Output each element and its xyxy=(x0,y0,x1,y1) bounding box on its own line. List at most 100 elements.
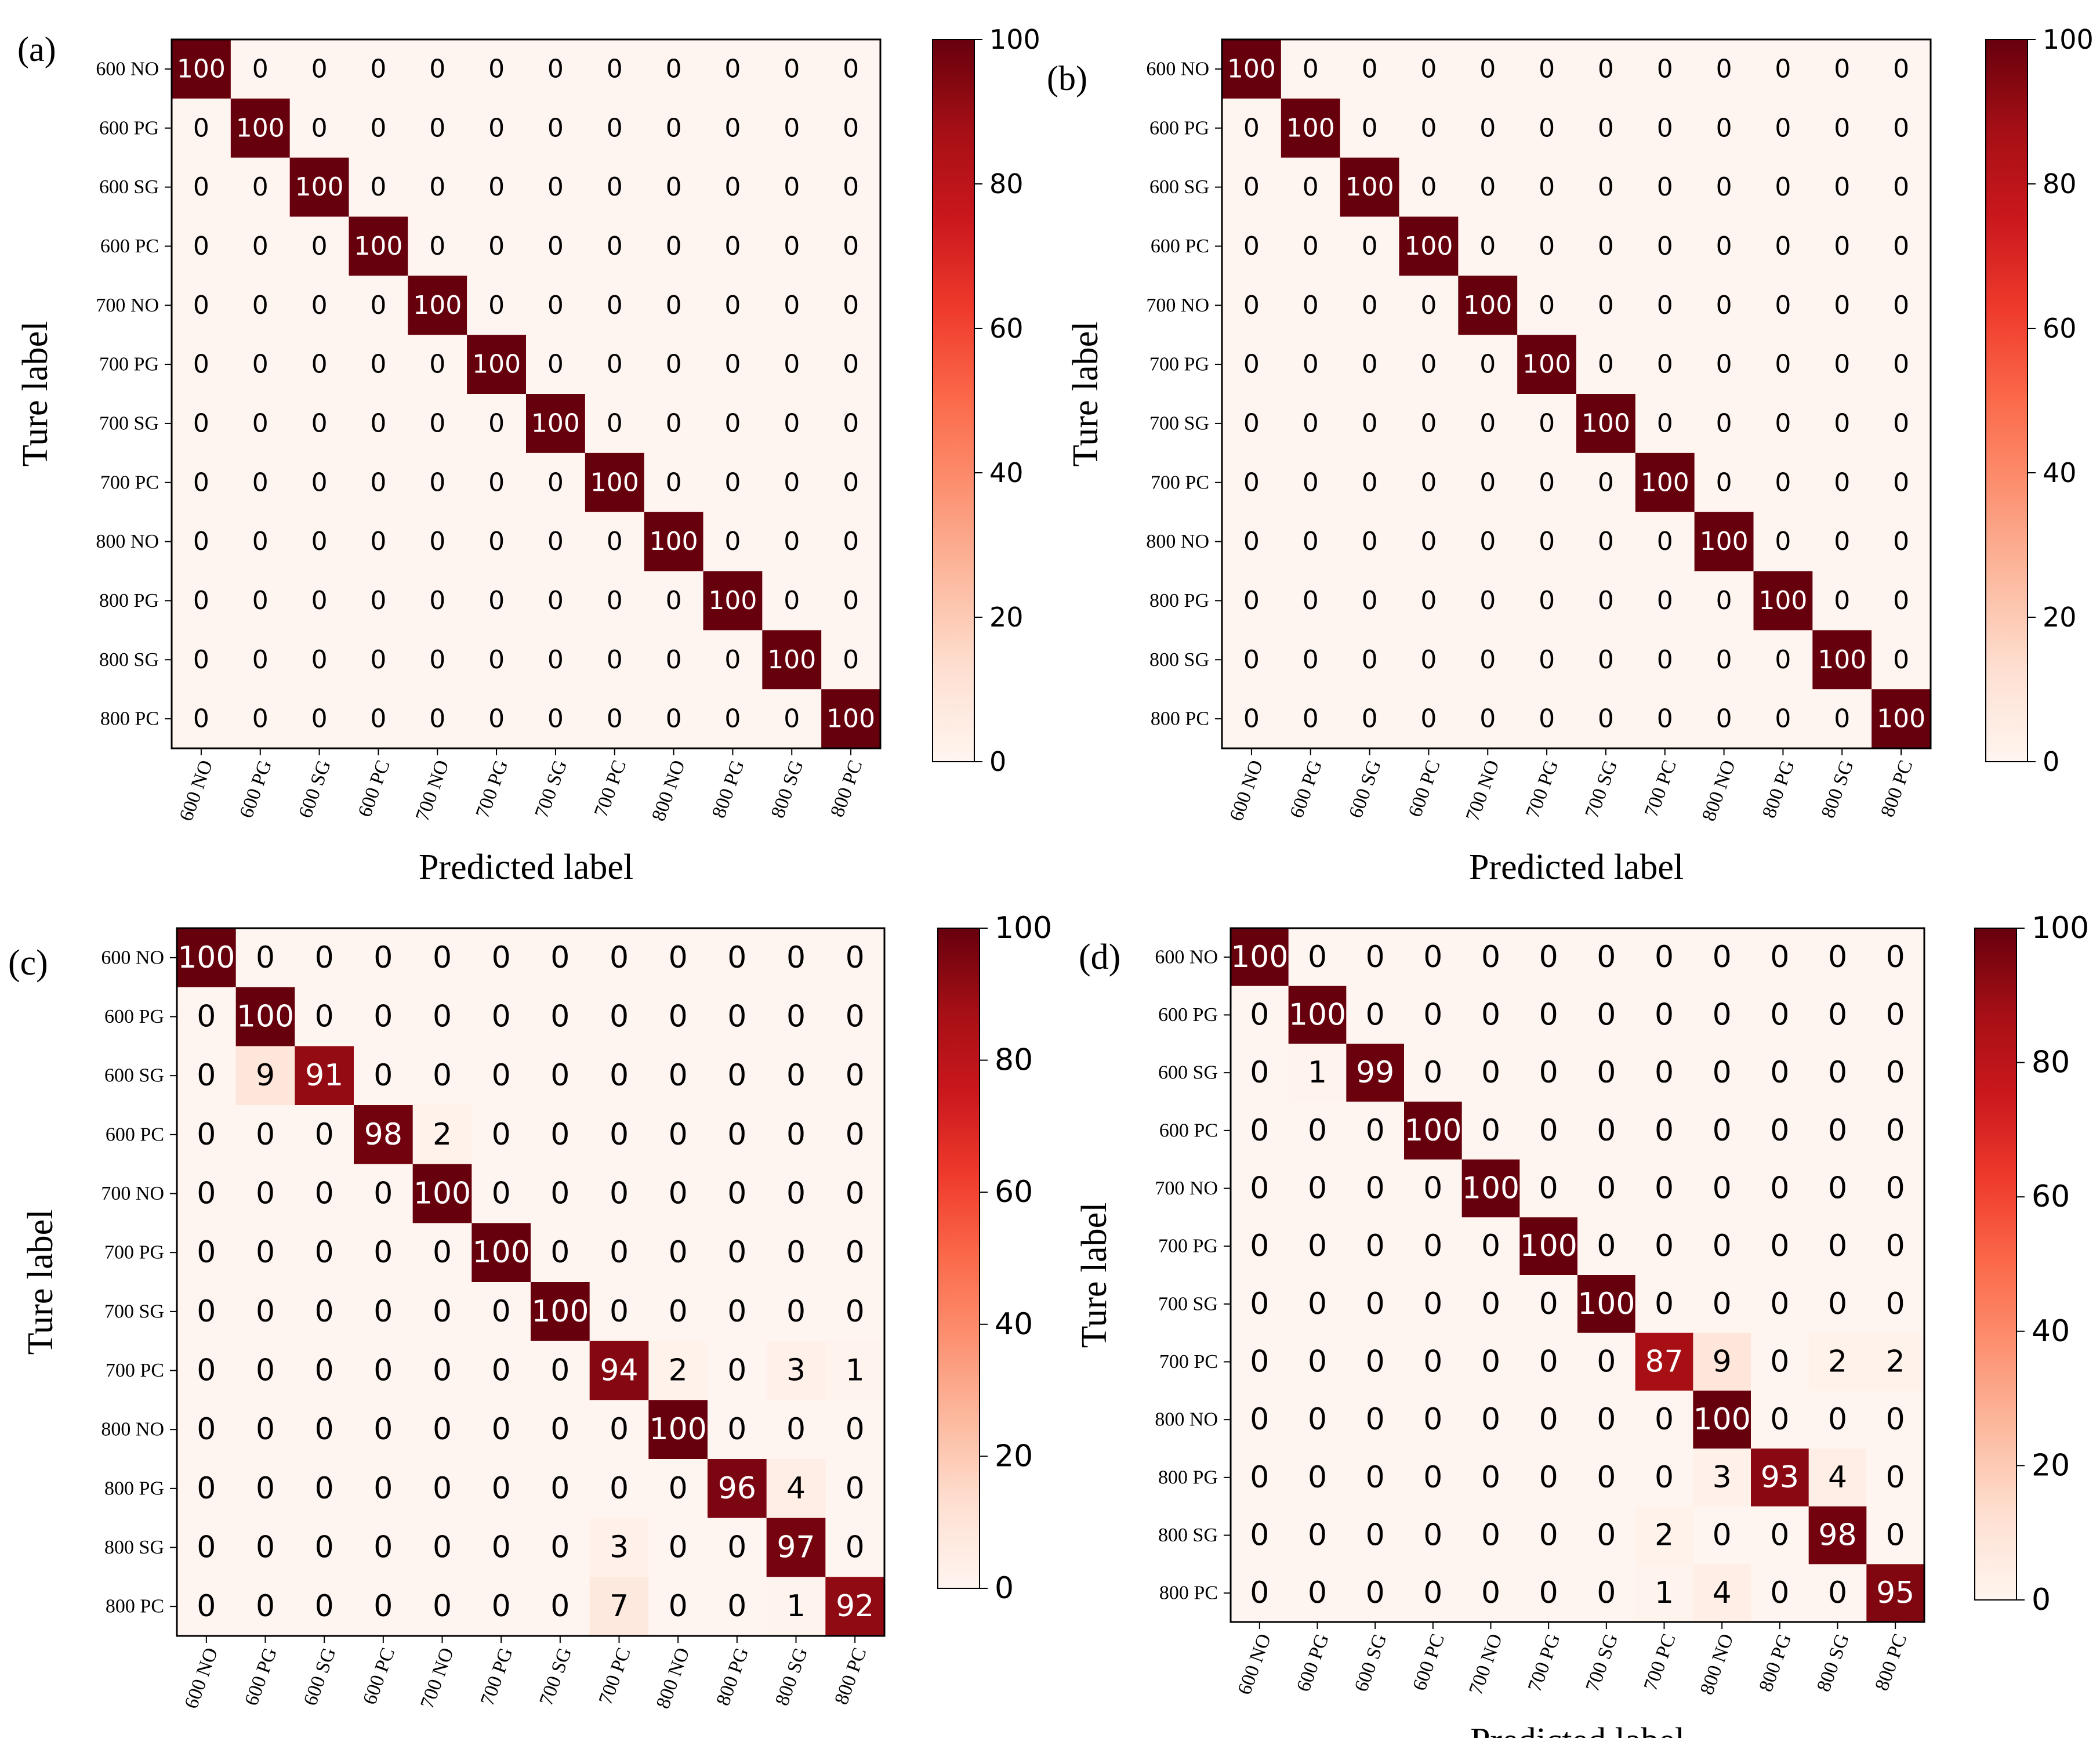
heatmap-cell xyxy=(1866,986,1925,1044)
x-tick-label: 800 NO xyxy=(1696,1631,1738,1698)
heatmap-cell xyxy=(585,630,645,690)
cell-value-label: 0 xyxy=(846,940,865,975)
heatmap-cell xyxy=(589,1400,649,1460)
heatmap-cell xyxy=(289,276,349,335)
cell-value-label: 0 xyxy=(846,1294,865,1329)
heatmap-cell xyxy=(408,571,467,631)
heatmap-cell xyxy=(1577,1044,1636,1102)
cell-value-label: 0 xyxy=(666,350,682,379)
heatmap-cell xyxy=(1635,1333,1693,1391)
heatmap-cell xyxy=(1577,928,1636,987)
heatmap-cell xyxy=(354,1459,414,1519)
heatmap-cell xyxy=(1519,1102,1578,1160)
heatmap-cell xyxy=(1281,335,1341,394)
cell-value-label: 0 xyxy=(370,408,386,438)
heatmap-cell xyxy=(825,1341,885,1400)
heatmap-cell xyxy=(349,98,408,158)
heatmap-cell xyxy=(349,216,408,276)
cell-value-label: 0 xyxy=(1250,998,1269,1033)
cell-value-label: 0 xyxy=(1834,113,1850,143)
heatmap-cell xyxy=(1231,1102,1289,1160)
cell-value-label: 0 xyxy=(846,1530,865,1565)
heatmap-cell xyxy=(1346,1275,1405,1334)
cell-value-label: 2 xyxy=(669,1353,688,1388)
cell-value-label: 0 xyxy=(666,408,682,438)
cell-value-label: 0 xyxy=(669,1589,688,1624)
heatmap-cell xyxy=(1871,571,1931,631)
colorbar-tick-label: 80 xyxy=(2032,1045,2070,1080)
y-tick-label: 800 PG xyxy=(1158,1467,1218,1488)
heatmap-cell xyxy=(708,1164,767,1223)
cell-value-label: 0 xyxy=(492,1176,511,1211)
cell-value-label: 0 xyxy=(1716,54,1732,84)
cell-value-label: 0 xyxy=(1303,350,1319,379)
heatmap-cell xyxy=(1635,335,1695,394)
heatmap-cell xyxy=(1399,216,1459,276)
cell-value-label: 0 xyxy=(252,645,269,675)
heatmap-cell xyxy=(762,394,822,454)
cell-value-label: 0 xyxy=(197,1058,216,1093)
heatmap-cell xyxy=(1288,1564,1347,1623)
heatmap-cell xyxy=(1517,98,1577,158)
cell-value-label: 0 xyxy=(370,645,386,675)
heatmap-cell xyxy=(526,512,586,571)
heatmap-cell xyxy=(1866,1275,1925,1334)
cell-value-label: 0 xyxy=(607,113,623,143)
cell-value-label: 0 xyxy=(1479,527,1496,556)
heatmap-cell xyxy=(1519,1564,1578,1623)
cell-value-label: 0 xyxy=(547,527,564,556)
y-tick-label: 700 SG xyxy=(99,412,159,434)
cell-value-label: 0 xyxy=(727,1294,746,1329)
cell-value-label: 0 xyxy=(1308,1402,1327,1437)
x-tick-label: 800 PC xyxy=(1871,1631,1911,1694)
cell-value-label: 100 xyxy=(1227,54,1276,84)
cell-value-label: 0 xyxy=(1886,1113,1905,1148)
heatmap-cell xyxy=(766,1164,826,1223)
cell-value-label: 0 xyxy=(197,1589,216,1624)
heatmap-cell xyxy=(526,276,586,335)
cell-value-label: 0 xyxy=(666,172,682,202)
heatmap-cell xyxy=(1577,986,1636,1044)
heatmap-cell xyxy=(766,1046,826,1106)
heatmap-cell xyxy=(825,987,885,1047)
cell-value-label: 100 xyxy=(531,1294,589,1329)
heatmap-cell xyxy=(1808,1102,1867,1160)
heatmap-cell xyxy=(1871,98,1931,158)
cell-value-label: 0 xyxy=(1539,1402,1558,1437)
heatmap-cell xyxy=(1808,1449,1867,1507)
cell-value-label: 2 xyxy=(1886,1345,1905,1379)
x-tick-label: 700 PG xyxy=(1524,1631,1565,1694)
heatmap-cell xyxy=(295,1164,354,1223)
heatmap-cell xyxy=(762,39,822,99)
heatmap-cell xyxy=(1812,216,1872,276)
cell-value-label: 0 xyxy=(1539,940,1558,975)
cell-value-label: 0 xyxy=(370,350,386,379)
cell-value-label: 0 xyxy=(492,1530,511,1565)
cell-value-label: 0 xyxy=(1420,113,1437,143)
cell-value-label: 0 xyxy=(550,1530,570,1565)
cell-value-label: 0 xyxy=(193,113,209,143)
cell-value-label: 0 xyxy=(1243,468,1260,497)
heatmap-cell xyxy=(1751,1102,1809,1160)
heatmap-cell xyxy=(408,335,467,394)
heatmap-cell xyxy=(648,1459,708,1519)
x-tick-label: 700 SG xyxy=(535,1645,576,1708)
heatmap-cell xyxy=(235,1341,295,1400)
cell-value-label: 0 xyxy=(1775,350,1791,379)
cell-value-label: 0 xyxy=(1250,1402,1269,1437)
cell-value-label: 0 xyxy=(1657,408,1673,438)
cell-value-label: 0 xyxy=(1420,586,1437,615)
cell-value-label: 0 xyxy=(1834,172,1850,202)
heatmap-cell xyxy=(1871,689,1931,749)
cell-value-label: 100 xyxy=(708,586,757,615)
heatmap-cell xyxy=(589,1164,649,1223)
cell-value-label: 0 xyxy=(433,1471,452,1506)
cell-value-label: 0 xyxy=(1539,1113,1558,1148)
heatmap-cell xyxy=(589,1577,649,1636)
cell-value-label: 0 xyxy=(1423,1402,1442,1437)
heatmap-cell xyxy=(821,39,881,99)
cell-value-label: 0 xyxy=(256,1353,275,1388)
cell-value-label: 0 xyxy=(1539,1576,1558,1610)
cell-value-label: 0 xyxy=(610,1294,629,1329)
heatmap-cell xyxy=(1399,335,1459,394)
